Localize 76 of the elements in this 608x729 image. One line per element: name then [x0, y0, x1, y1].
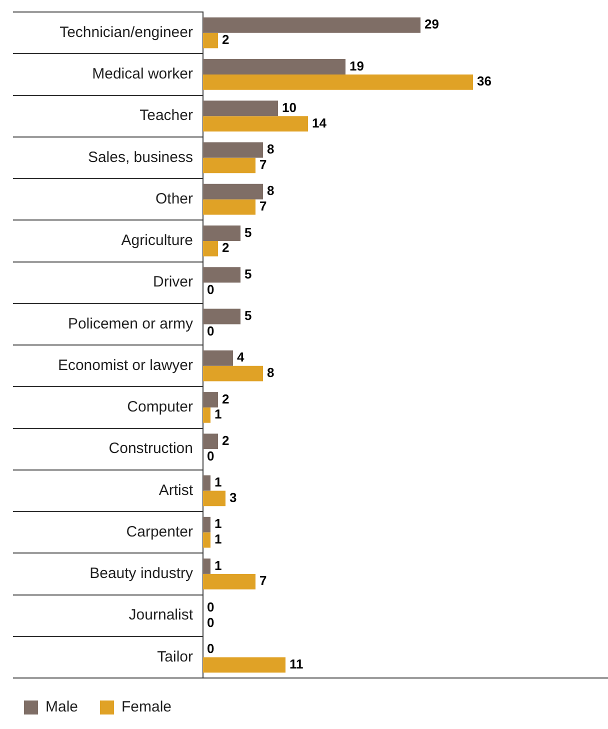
bar	[203, 574, 256, 590]
bar	[203, 657, 286, 673]
y-tick-label: Construction	[108, 440, 193, 458]
bar	[203, 516, 210, 532]
data-label: 2	[222, 240, 230, 256]
data-label: 2	[222, 391, 230, 406]
data-label: 3	[230, 490, 237, 505]
bar	[203, 226, 240, 241]
data-label: 14	[312, 115, 328, 130]
bar	[203, 184, 263, 200]
data-label: 5	[244, 224, 252, 240]
y-tick-label: Teacher	[140, 107, 193, 124]
y-tick-label: Artist	[158, 482, 194, 499]
data-label: 1	[214, 516, 222, 532]
bar	[203, 17, 420, 33]
y-tick-label: Policemen or army	[68, 315, 194, 332]
data-label: 8	[267, 142, 274, 157]
data-label: 7	[260, 573, 267, 588]
y-tick-label: Carpenter	[126, 523, 194, 540]
data-label: 0	[207, 641, 214, 656]
y-tick-label: Technician/engineer	[60, 24, 193, 41]
bar	[203, 475, 210, 491]
data-label: 19	[350, 58, 364, 74]
data-label: 0	[207, 448, 214, 464]
data-label: 5	[244, 266, 252, 282]
y-tick-label: Agriculture	[121, 232, 193, 250]
y-tick-label: Other	[155, 190, 194, 208]
y-tick-label: Beauty industry	[90, 565, 194, 582]
data-label: 1	[214, 532, 222, 547]
data-label: 2	[222, 32, 230, 48]
bar	[203, 366, 263, 382]
data-label: 0	[207, 614, 214, 630]
bar	[203, 142, 263, 158]
bar	[203, 240, 218, 256]
data-label: 1	[214, 406, 222, 422]
data-label: 11	[290, 656, 304, 672]
legend-label: Female	[122, 698, 172, 716]
y-tick-label: Tailor	[157, 648, 193, 666]
y-tick-label: Journalist	[128, 606, 194, 624]
bar	[203, 490, 226, 506]
bar	[203, 434, 218, 450]
legend-label: Male	[46, 698, 78, 716]
bar	[203, 32, 218, 48]
bar	[203, 350, 233, 366]
bar	[203, 116, 308, 132]
data-label: 0	[207, 282, 214, 297]
data-label: 5	[244, 308, 252, 324]
data-label: 10	[282, 100, 296, 115]
bar	[203, 392, 218, 408]
data-label: 1	[214, 558, 222, 573]
data-label: 4	[237, 350, 245, 365]
data-label: 8	[267, 365, 274, 380]
data-label: 7	[260, 156, 267, 172]
data-label: 2	[222, 432, 230, 448]
bar	[203, 59, 346, 74]
y-tick-label: Driver	[153, 274, 193, 291]
data-label: 0	[207, 323, 214, 338]
bar	[203, 558, 210, 574]
y-tick-label: Economist or lawyer	[58, 356, 193, 374]
data-label: 1	[214, 474, 222, 490]
bar	[203, 267, 240, 283]
data-label: 29	[424, 16, 439, 32]
bar	[203, 407, 210, 423]
y-tick-label: Sales, business	[88, 148, 193, 166]
bar	[203, 308, 240, 324]
data-label: 8	[267, 183, 274, 198]
data-label: 0	[207, 599, 214, 614]
bar	[203, 74, 473, 90]
bar	[203, 199, 256, 215]
bar	[203, 158, 256, 174]
bar	[203, 532, 210, 548]
data-label: 7	[260, 198, 267, 214]
data-label: 36	[477, 74, 492, 89]
y-tick-label: Computer	[127, 398, 194, 416]
y-tick-label: Medical worker	[92, 66, 193, 83]
bar	[203, 100, 278, 116]
